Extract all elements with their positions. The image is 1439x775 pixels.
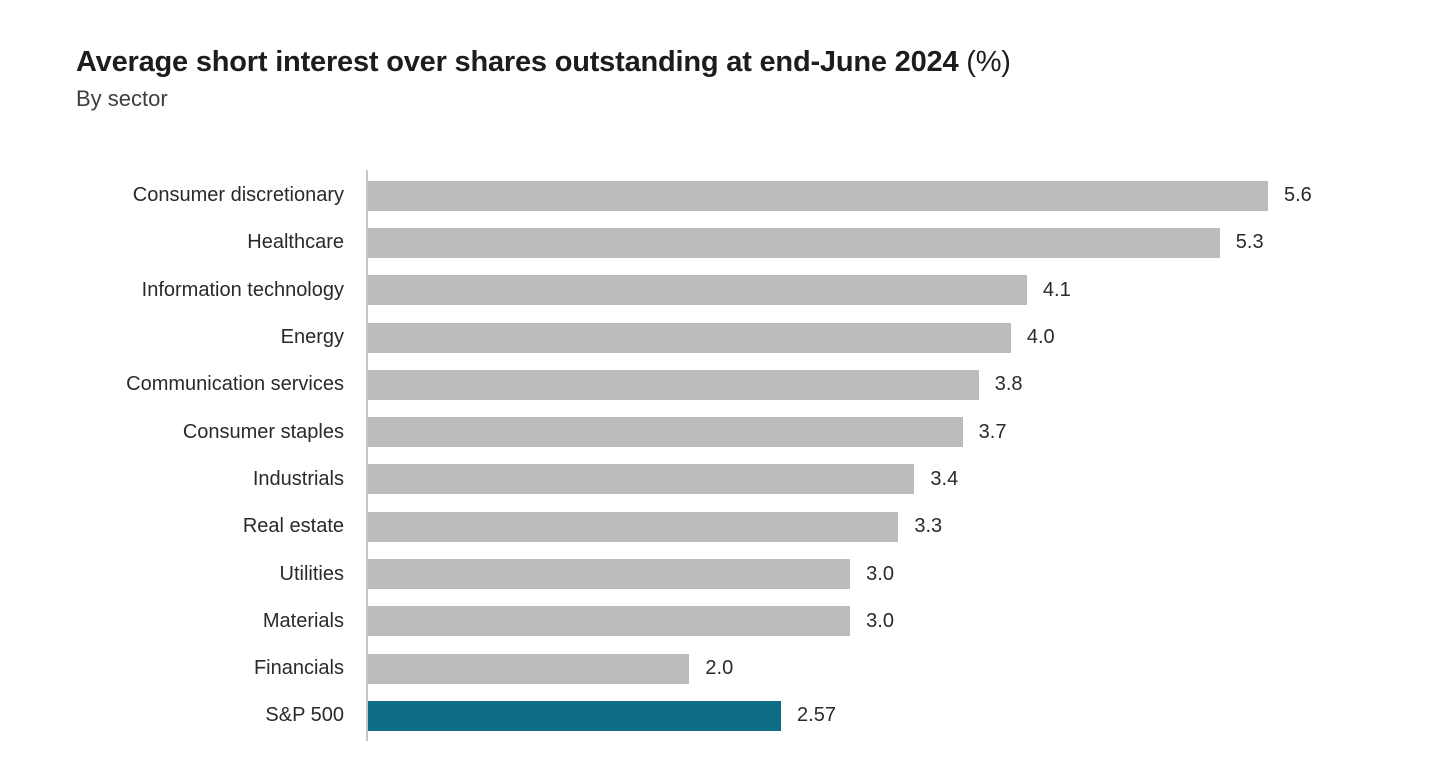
bar-row: Consumer staples 3.7 bbox=[0, 408, 1439, 455]
bar bbox=[368, 227, 1220, 258]
bar bbox=[368, 369, 979, 400]
category-label: Materials bbox=[262, 609, 344, 632]
value-label: 3.7 bbox=[978, 420, 1007, 443]
bar-row: Industrials 3.4 bbox=[0, 456, 1439, 503]
value-label: 3.3 bbox=[914, 515, 943, 538]
bar-row: Real estate 3.3 bbox=[0, 503, 1439, 550]
bar bbox=[368, 606, 851, 637]
value-label: 3.0 bbox=[866, 609, 894, 632]
category-label: Consumer staples bbox=[182, 420, 344, 443]
chart-title-text: Average short interest over shares outst… bbox=[76, 46, 959, 78]
bar-row: Information technology 4.1 bbox=[0, 267, 1439, 314]
bar-cell: 5.6 bbox=[368, 180, 1439, 211]
bar-cell: 3.3 bbox=[368, 511, 1439, 542]
bar-row: Consumer discretionary 5.6 bbox=[0, 172, 1439, 219]
category-label: Energy bbox=[280, 326, 344, 349]
bar-row: Financials 2.0 bbox=[0, 645, 1439, 692]
chart-subtitle: By sector bbox=[76, 86, 168, 112]
value-label: 3.0 bbox=[866, 562, 894, 585]
value-label: 5.6 bbox=[1284, 184, 1312, 207]
bar-cell: 2.0 bbox=[368, 653, 1439, 684]
bar bbox=[368, 322, 1011, 353]
chart-title-unit: (%) bbox=[958, 46, 1011, 78]
bar-cell: 5.3 bbox=[368, 227, 1439, 258]
bar-cell: 2.57 bbox=[368, 700, 1439, 731]
bar-rows: Consumer discretionary 5.6 Healthcare 5.3 In… bbox=[0, 172, 1439, 740]
bar-row: Communication services 3.8 bbox=[0, 361, 1439, 408]
category-label: Information technology bbox=[141, 278, 344, 301]
bar-row: Utilities 3.0 bbox=[0, 550, 1439, 597]
category-label: Industrials bbox=[252, 467, 344, 490]
category-label: Consumer discretionary bbox=[132, 184, 344, 207]
category-label: Communication services bbox=[126, 373, 344, 396]
bar-cell: 3.0 bbox=[368, 559, 1439, 590]
bar-row: Materials 3.0 bbox=[0, 598, 1439, 645]
chart-header: Average short interest over shares outst… bbox=[76, 46, 1011, 112]
bar-highlight bbox=[368, 700, 782, 731]
bar-cell: 3.8 bbox=[368, 369, 1439, 400]
bar bbox=[368, 275, 1027, 306]
category-label: Financials bbox=[253, 657, 344, 680]
bar bbox=[368, 417, 963, 448]
value-label: 5.3 bbox=[1235, 231, 1264, 254]
bar bbox=[368, 180, 1268, 211]
bar-cell: 3.4 bbox=[368, 464, 1439, 495]
bar bbox=[368, 464, 915, 495]
value-label: 2.0 bbox=[705, 657, 734, 680]
category-label: Utilities bbox=[279, 562, 344, 585]
bar bbox=[368, 559, 851, 590]
value-label: 3.4 bbox=[930, 467, 959, 490]
category-label: S&P 500 bbox=[265, 704, 344, 727]
bar-row: S&P 500 2.57 bbox=[0, 692, 1439, 739]
value-label: 3.8 bbox=[994, 373, 1023, 396]
bar-cell: 3.0 bbox=[368, 606, 1439, 637]
bar-cell: 3.7 bbox=[368, 417, 1439, 448]
bar-row: Healthcare 5.3 bbox=[0, 219, 1439, 266]
value-label: 4.0 bbox=[1026, 326, 1055, 349]
bar bbox=[368, 511, 899, 542]
category-label: Healthcare bbox=[247, 231, 344, 254]
value-label: 2.57 bbox=[797, 704, 836, 727]
bar-chart: Consumer discretionary 5.6 Healthcare 5.3 In… bbox=[0, 170, 1439, 741]
chart-title: Average short interest over shares outst… bbox=[76, 46, 1011, 79]
bar-cell: 4.0 bbox=[368, 322, 1439, 353]
value-label: 4.1 bbox=[1042, 278, 1071, 301]
y-axis-line bbox=[366, 170, 368, 741]
bar-cell: 4.1 bbox=[368, 275, 1439, 306]
bar-row: Energy 4.0 bbox=[0, 314, 1439, 361]
bar bbox=[368, 653, 690, 684]
category-label: Real estate bbox=[242, 515, 344, 538]
